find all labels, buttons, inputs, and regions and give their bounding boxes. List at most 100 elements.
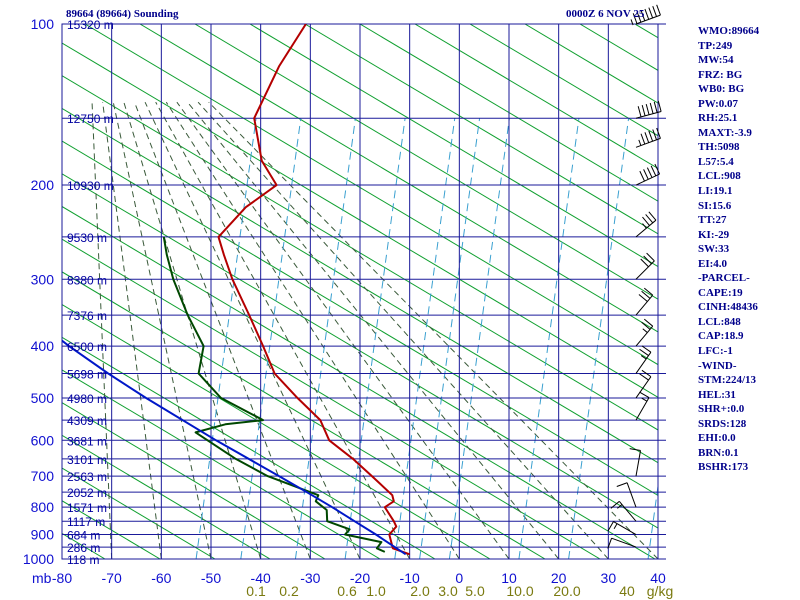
- mixing-ratio-line: [568, 118, 630, 559]
- index-value: SI:15.6: [698, 199, 732, 212]
- mixing-ratio-label: 0.2: [279, 583, 299, 599]
- dry-adiabat: [62, 402, 326, 559]
- wind-barb: [630, 4, 661, 26]
- mixing-ratio-label: 40: [619, 583, 635, 599]
- index-value: -PARCEL-: [698, 272, 750, 285]
- height-label: 4980 m: [67, 392, 107, 406]
- profile-series-2: [62, 339, 407, 556]
- height-label: 5698 m: [67, 367, 107, 381]
- mixing-ratio-line: [344, 118, 406, 559]
- wind-barb-staff: [635, 397, 650, 421]
- temperature-tick-label: -10: [400, 570, 420, 586]
- height-label: 118 m: [67, 553, 99, 567]
- pressure-tick-label: 300: [31, 271, 55, 287]
- dry-adiabat: [139, 24, 658, 333]
- mixing-ratio-label: 3.0: [438, 583, 458, 599]
- wind-barb-feather: [648, 211, 657, 221]
- wind-barb-feather: [607, 521, 614, 532]
- wind-barb-feather: [641, 397, 648, 402]
- wind-barb-feather: [632, 13, 638, 24]
- index-value: LCL:908: [698, 170, 741, 183]
- height-label: 1571 m: [67, 501, 107, 515]
- dry-adiabat: [62, 467, 216, 559]
- wind-barb-feather: [613, 523, 618, 530]
- wind-barb-staff: [611, 537, 637, 548]
- mixing-ratio-label: 0.6: [337, 583, 357, 599]
- moist-adiabat: [165, 101, 460, 559]
- moist-adiabat: [187, 101, 560, 559]
- pressure-tick-label: 200: [31, 177, 55, 193]
- wind-barb-staff: [613, 521, 637, 535]
- wind-barb-feather: [610, 500, 620, 509]
- index-value: BRN:0.1: [698, 446, 739, 459]
- moist-adiabat: [112, 102, 212, 559]
- pressure-tick-label: 500: [31, 390, 55, 406]
- wind-barb-feather: [639, 170, 645, 182]
- temperature-tick-label: -40: [251, 570, 271, 586]
- mixing-ratio-line: [195, 118, 257, 559]
- height-label: 8380 m: [67, 273, 107, 287]
- index-value: EHI:0.0: [698, 432, 736, 445]
- profile-lines: [62, 24, 411, 556]
- wind-barb-staff: [635, 450, 642, 477]
- wind-barb: [635, 287, 654, 316]
- moist-adiabat: [208, 101, 658, 559]
- dry-adiabat: [62, 271, 546, 559]
- wind-barb-feather: [640, 10, 646, 21]
- height-label: 1117 m: [67, 515, 105, 529]
- pressure-tick-label: 100: [31, 16, 55, 32]
- height-label: 6500 m: [67, 340, 107, 354]
- wind-barb: [607, 521, 637, 535]
- height-label: 3681 m: [67, 434, 107, 448]
- wind-barb-feather: [607, 538, 613, 549]
- wind-barb-feather: [640, 355, 647, 360]
- dry-adiabat: [194, 24, 658, 300]
- wind-barb-feather: [643, 318, 654, 327]
- wind-barb-feather: [641, 290, 651, 299]
- mixing-ratio-line: [419, 118, 481, 559]
- dry-adiabat: [62, 434, 271, 559]
- dry-adiabat: [62, 205, 656, 559]
- height-label: 286 m: [67, 541, 100, 555]
- wind-barb-staff: [635, 219, 657, 238]
- profile-series-1: [162, 236, 386, 553]
- wind-barb-feather: [644, 8, 650, 20]
- moist-adiabat: [144, 101, 361, 559]
- wind-barb: [635, 369, 652, 399]
- mixing-ratio-label: g/kg: [647, 583, 673, 599]
- index-value: CAP:18.9: [698, 330, 744, 343]
- wind-barb-feather: [643, 255, 652, 265]
- moist-adiabat: [197, 101, 609, 559]
- mixing-ratio-line: [518, 118, 580, 559]
- index-value: SW:33: [698, 243, 730, 256]
- profile-series-0: [217, 24, 411, 556]
- wind-barb-feather: [654, 163, 661, 175]
- dry-adiabat: [359, 24, 658, 202]
- wind-barb-feather: [637, 106, 642, 117]
- wind-barb-staff: [635, 173, 660, 186]
- index-value: LFC:-1: [698, 345, 733, 358]
- wind-barb-feather: [645, 103, 650, 115]
- mixing-ratio-label: 20.0: [553, 583, 580, 599]
- index-value: CAPE:19: [698, 286, 743, 299]
- index-value: -WIND-: [698, 359, 737, 372]
- wind-barb-staff: [635, 110, 662, 119]
- wind-barb-feather: [641, 321, 651, 330]
- wind-barb-feather: [648, 7, 654, 19]
- moist-adiabat: [155, 101, 411, 559]
- temperature-tick-label: -30: [300, 570, 320, 586]
- wind-barb-feather: [646, 252, 655, 262]
- index-value: LI:19.1: [698, 185, 733, 198]
- wind-barb: [635, 100, 662, 119]
- chart-title: 89664 (89664) Sounding: [66, 8, 179, 20]
- pressure-tick-label: 800: [31, 499, 55, 515]
- temperature-tick-label: -80: [52, 570, 72, 586]
- pressure-tick-label: 700: [31, 468, 55, 484]
- moist-adiabat: [134, 101, 311, 559]
- index-value: PW:0.07: [698, 97, 739, 110]
- wind-barb: [635, 252, 655, 280]
- mixing-ratio-line: [394, 118, 456, 559]
- index-value: HEL:31: [698, 388, 736, 401]
- wind-barb-feather: [642, 223, 647, 229]
